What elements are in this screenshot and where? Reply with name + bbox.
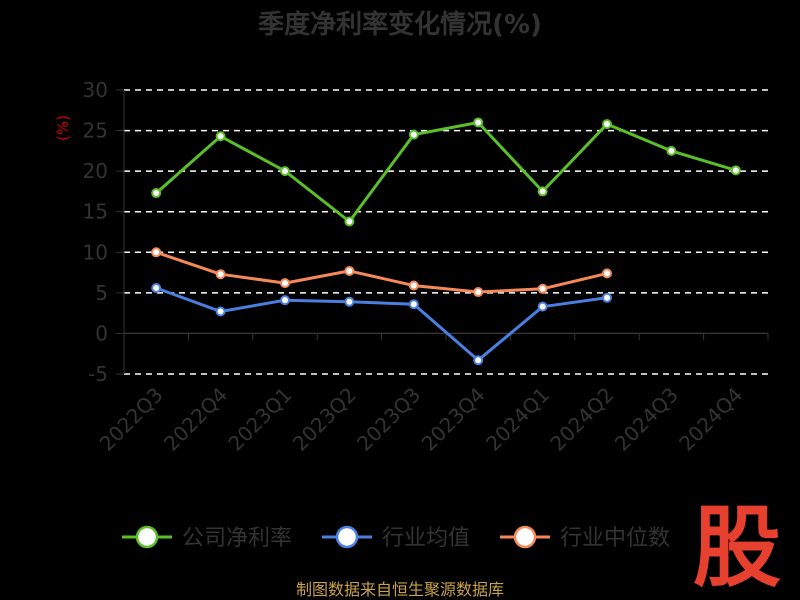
data-point <box>602 119 612 130</box>
legend: 公司净利率 行业均值 行业中位数 <box>122 525 670 551</box>
data-point <box>344 265 355 276</box>
chart-title: 季度净利率变化情况(%) <box>258 9 542 40</box>
x-tick-label: 2022Q3 <box>95 383 168 456</box>
data-point <box>280 166 290 177</box>
data-point <box>537 283 548 294</box>
series-line <box>155 121 737 223</box>
series-line <box>155 286 608 362</box>
legend-label: 行业均值 <box>382 526 470 551</box>
x-tick-label: 2023Q1 <box>223 383 296 456</box>
x-tick-label: 2024Q1 <box>481 383 554 456</box>
data-point <box>730 165 741 176</box>
legend-label: 公司净利率 <box>182 526 292 551</box>
y-tick-label: -5 <box>88 362 108 386</box>
data-point <box>473 287 484 298</box>
data-point <box>215 131 226 142</box>
y-tick-label: 30 <box>83 78 108 102</box>
data-point <box>215 269 226 280</box>
data-point <box>151 188 162 199</box>
y-tick-label: 0 <box>95 321 108 345</box>
data-point <box>344 216 355 227</box>
data-point <box>344 296 355 307</box>
x-axis: 2022Q32022Q42023Q12023Q22023Q32023Q42024… <box>95 332 769 456</box>
x-tick-label: 2023Q2 <box>288 383 361 456</box>
y-tick-label: 15 <box>83 200 108 224</box>
x-tick-label: 2023Q4 <box>417 383 490 456</box>
data-point <box>537 186 548 197</box>
x-tick-label: 2024Q3 <box>610 383 683 456</box>
data-point <box>151 282 162 293</box>
data-point <box>280 295 290 306</box>
data-point <box>537 301 548 312</box>
data-point <box>408 280 419 291</box>
data-point <box>602 268 612 279</box>
data-point <box>408 129 419 140</box>
y-axis-label: (%) <box>54 115 72 141</box>
data-point <box>666 145 677 156</box>
data-point <box>215 306 226 317</box>
data-point <box>602 292 612 303</box>
x-tick-label: 2022Q4 <box>159 383 232 456</box>
series-layer <box>151 117 741 366</box>
data-point <box>408 299 419 310</box>
brand-logo: 股 <box>693 496 781 599</box>
grid <box>124 89 768 375</box>
data-point <box>151 247 162 258</box>
legend-marker <box>335 525 359 549</box>
data-point <box>280 278 290 289</box>
series-line <box>155 250 608 294</box>
data-point <box>473 117 484 128</box>
y-tick-label: 20 <box>83 159 108 183</box>
x-tick-label: 2024Q4 <box>674 383 747 456</box>
y-tick-label: 25 <box>83 119 108 143</box>
y-tick-label: 10 <box>83 240 108 264</box>
x-tick-label: 2024Q2 <box>545 383 618 456</box>
legend-marker <box>135 525 159 549</box>
data-point <box>473 355 484 366</box>
legend-marker <box>513 525 537 549</box>
y-axis: 30 25 20 15 10 5 0 -5 <box>83 78 125 386</box>
legend-label: 行业中位数 <box>560 526 670 551</box>
y-tick-label: 5 <box>95 281 108 305</box>
source-note: 制图数据来自恒生聚源数据库 <box>296 580 504 599</box>
x-tick-label: 2023Q3 <box>352 383 425 456</box>
